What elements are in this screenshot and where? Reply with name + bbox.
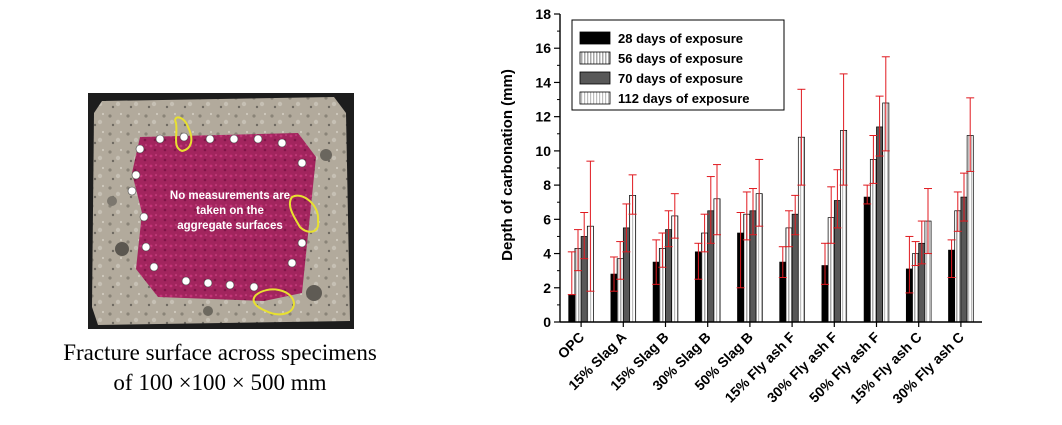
legend-swatch — [579, 31, 611, 45]
legend: 28 days of exposure 56 days of exposure 70… — [571, 19, 785, 111]
legend-swatch — [579, 91, 611, 105]
carbonation-free-stained-core — [132, 133, 316, 301]
legend-entry: 28 days of exposure — [618, 31, 743, 46]
y-tick-label: 18 — [535, 6, 551, 22]
legend-swatch — [579, 71, 611, 85]
legend-entry: 112 days of exposure — [618, 91, 750, 106]
annotation-line-2: taken on the — [196, 205, 264, 217]
y-tick-label: 4 — [543, 246, 551, 262]
photo-panel: No measurements are taken on the aggrega… — [0, 0, 440, 425]
photo-caption: Fracture surface across specimens of 100… — [12, 338, 428, 398]
specimen-fracture-photo: No measurements are taken on the aggrega… — [90, 93, 350, 325]
y-tick-label: 2 — [543, 280, 551, 296]
x-tick-label: OPC — [554, 329, 587, 362]
specimen-photo-frame: No measurements are taken on the aggrega… — [88, 93, 354, 329]
y-tick-label: 0 — [543, 314, 551, 330]
y-tick-label: 14 — [535, 74, 551, 90]
legend-entry: 56 days of exposure — [618, 51, 743, 66]
annotation-line-3: aggregate surfaces — [177, 220, 282, 232]
caption-line-2: of 100 ×100 × 500 mm — [113, 370, 327, 395]
bar-marks — [568, 102, 974, 323]
measurement-markers — [127, 132, 307, 292]
bar — [863, 196, 871, 323]
aggregate-outline — [252, 288, 296, 316]
caption-line-1: Fracture surface across specimens — [63, 340, 377, 365]
y-tick-label: 6 — [543, 211, 551, 227]
error-bars — [567, 56, 975, 296]
bar — [568, 294, 576, 323]
aggregate-outline — [174, 116, 193, 153]
y-tick-label: 10 — [535, 143, 551, 159]
legend-swatch — [579, 51, 611, 65]
y-axis-label: Depth of carbonation (mm) — [499, 69, 516, 261]
annotation-line-1: No measurements are — [170, 190, 290, 202]
photo-annotation: No measurements are taken on the aggrega… — [170, 190, 290, 232]
carbonation-chart: OPC 15% Slag A 15% Slag B 30% Slag B 50% Sla… — [470, 0, 1062, 425]
y-tick-label: 8 — [543, 177, 551, 193]
y-tick-label: 12 — [535, 109, 551, 125]
y-tick-label: 16 — [535, 40, 551, 56]
aggregate-outline — [288, 194, 320, 233]
legend-entry: 70 days of exposure — [618, 71, 743, 86]
